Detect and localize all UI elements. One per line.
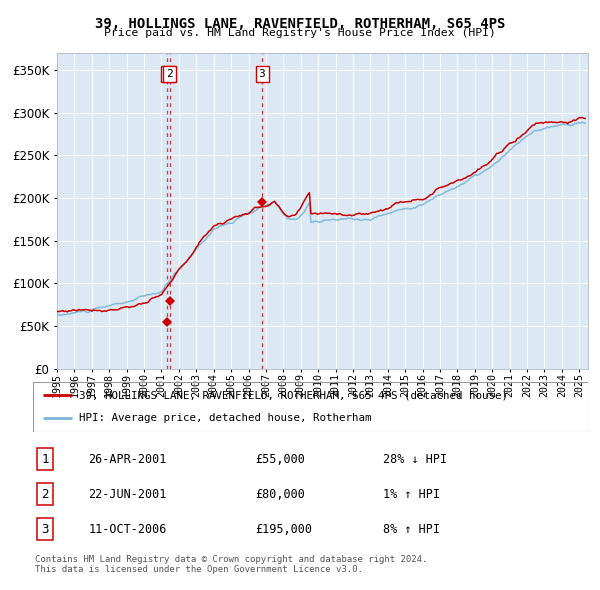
Text: 2: 2	[166, 68, 173, 78]
Text: HPI: Average price, detached house, Rotherham: HPI: Average price, detached house, Roth…	[79, 414, 371, 424]
Text: Price paid vs. HM Land Registry's House Price Index (HPI): Price paid vs. HM Land Registry's House …	[104, 28, 496, 38]
Text: 28% ↓ HPI: 28% ↓ HPI	[383, 453, 447, 466]
Text: 8% ↑ HPI: 8% ↑ HPI	[383, 523, 440, 536]
Text: 26-APR-2001: 26-APR-2001	[89, 453, 167, 466]
Text: 1: 1	[41, 453, 49, 466]
Text: £80,000: £80,000	[255, 487, 305, 501]
Text: £55,000: £55,000	[255, 453, 305, 466]
Text: 39, HOLLINGS LANE, RAVENFIELD, ROTHERHAM, S65 4PS: 39, HOLLINGS LANE, RAVENFIELD, ROTHERHAM…	[95, 17, 505, 31]
Text: Contains HM Land Registry data © Crown copyright and database right 2024.
This d: Contains HM Land Registry data © Crown c…	[35, 555, 427, 574]
Text: £195,000: £195,000	[255, 523, 312, 536]
Text: 11-OCT-2006: 11-OCT-2006	[89, 523, 167, 536]
Text: 3: 3	[41, 523, 49, 536]
Text: 1% ↑ HPI: 1% ↑ HPI	[383, 487, 440, 501]
Text: 22-JUN-2001: 22-JUN-2001	[89, 487, 167, 501]
Text: 2: 2	[41, 487, 49, 501]
Text: 1: 1	[164, 68, 170, 78]
Text: 39, HOLLINGS LANE, RAVENFIELD, ROTHERHAM, S65 4PS (detached house): 39, HOLLINGS LANE, RAVENFIELD, ROTHERHAM…	[79, 390, 508, 400]
Text: 3: 3	[259, 68, 265, 78]
